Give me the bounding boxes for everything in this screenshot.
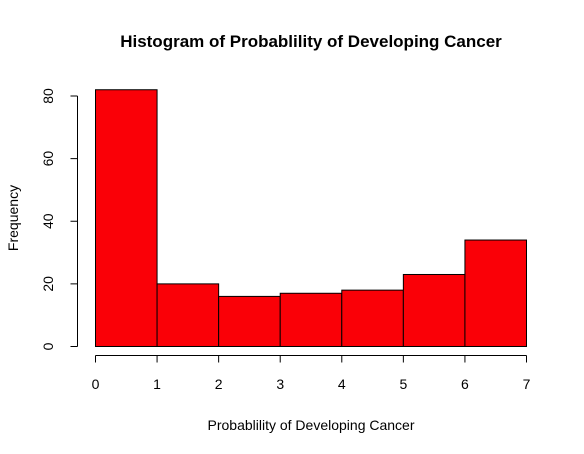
histogram-bar-1 [156,283,220,347]
x-tick-label: 4 [338,376,346,392]
histogram-bar-3 [279,292,343,347]
histogram-bar-2 [218,295,281,347]
y-tick-label: 40 [40,213,56,229]
x-axis-label: Probablility of Developing Cancer [208,417,415,433]
histogram-bar-0 [95,89,158,348]
x-tick-label: 0 [92,376,100,392]
y-tick-label: 20 [40,276,56,292]
bars-group [95,89,527,348]
histogram-bar-4 [341,289,404,348]
y-axis-label: Frequency [5,185,21,251]
histogram-bar-5 [402,273,466,348]
x-tick-label: 1 [153,376,161,392]
x-axis: 0 1 2 3 4 5 6 7 [92,355,531,392]
x-tick-label: 5 [399,376,407,392]
y-tick-label: 80 [40,88,56,104]
y-axis: 0 20 40 60 80 [40,88,78,350]
histogram-bar-6 [464,239,527,348]
y-tick-label: 60 [40,151,56,167]
chart-title: Histogram of Probablility of Developing … [120,32,502,51]
x-tick-label: 3 [276,376,284,392]
x-tick-label: 7 [523,376,531,392]
y-tick-label: 0 [40,342,56,350]
x-tick-label: 2 [215,376,223,392]
x-tick-label: 6 [461,376,469,392]
